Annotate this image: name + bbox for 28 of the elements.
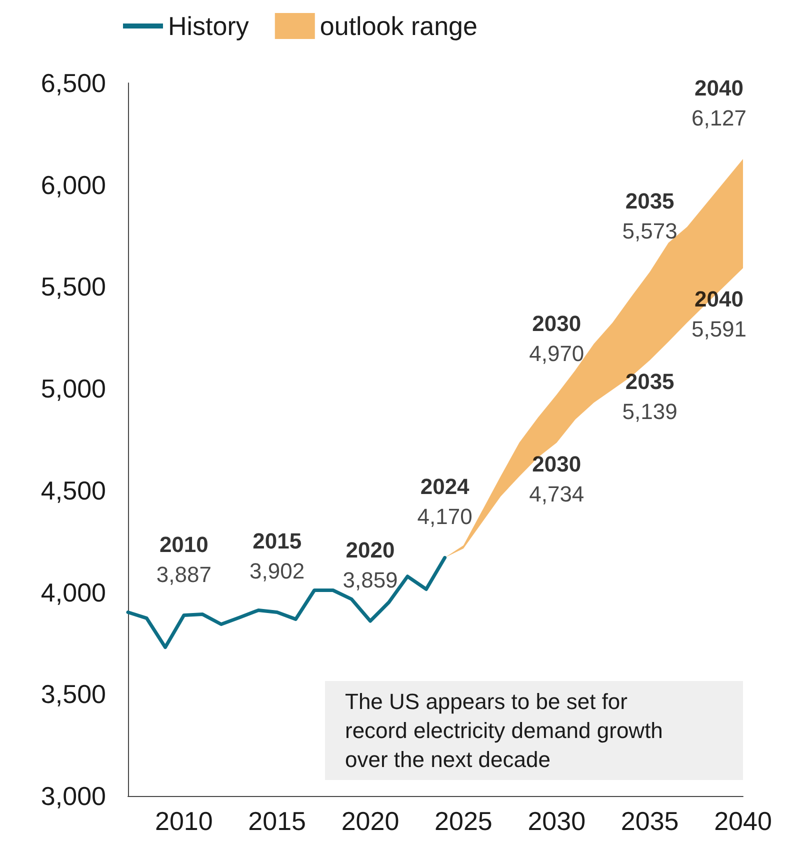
x-tick-label: 2030 bbox=[528, 806, 586, 836]
x-tick-label: 2010 bbox=[154, 806, 213, 836]
annotation: 2015 3,902 bbox=[250, 528, 305, 584]
annotation: 2040 6,127 bbox=[691, 75, 747, 130]
annotation: 2035 5,573 bbox=[622, 188, 678, 244]
annotation: 2010 3,887 bbox=[156, 532, 212, 587]
annotation: The US appears to be set for record electricity demand growth over the next decade bbox=[345, 688, 664, 774]
y-tick-label: 5,000 bbox=[40, 374, 106, 404]
x-tick-label: 2040 bbox=[714, 806, 772, 836]
text-box: The US appears to be set for record electricity demand growth over the next decade bbox=[325, 681, 743, 780]
annotation: 2030 4,734 bbox=[529, 451, 584, 506]
y-tick-label: 3,500 bbox=[40, 679, 106, 710]
y-tick-label: 4,000 bbox=[40, 577, 106, 608]
annotation: 2020 3,859 bbox=[342, 538, 398, 593]
legend-label: outlook range bbox=[320, 11, 478, 41]
annotation: 2035 5,139 bbox=[622, 368, 678, 424]
annotation: 2024 4,170 bbox=[417, 474, 472, 530]
y-tick-label: 6,500 bbox=[40, 68, 106, 98]
x-tick-label: 2035 bbox=[620, 806, 679, 836]
x-tick-label: 2015 bbox=[248, 806, 306, 836]
x-tick-label: 2020 bbox=[341, 806, 400, 836]
annotation: 2030 4,970 bbox=[529, 311, 584, 366]
y-tick-label: 5,500 bbox=[40, 272, 106, 302]
x-tick-label: 2025 bbox=[434, 806, 492, 836]
y-tick-label: 3,000 bbox=[40, 781, 106, 811]
y-tick-label: 4,500 bbox=[40, 475, 106, 506]
y-tick-label: 6,000 bbox=[40, 170, 106, 200]
legend-label: History bbox=[168, 11, 249, 41]
